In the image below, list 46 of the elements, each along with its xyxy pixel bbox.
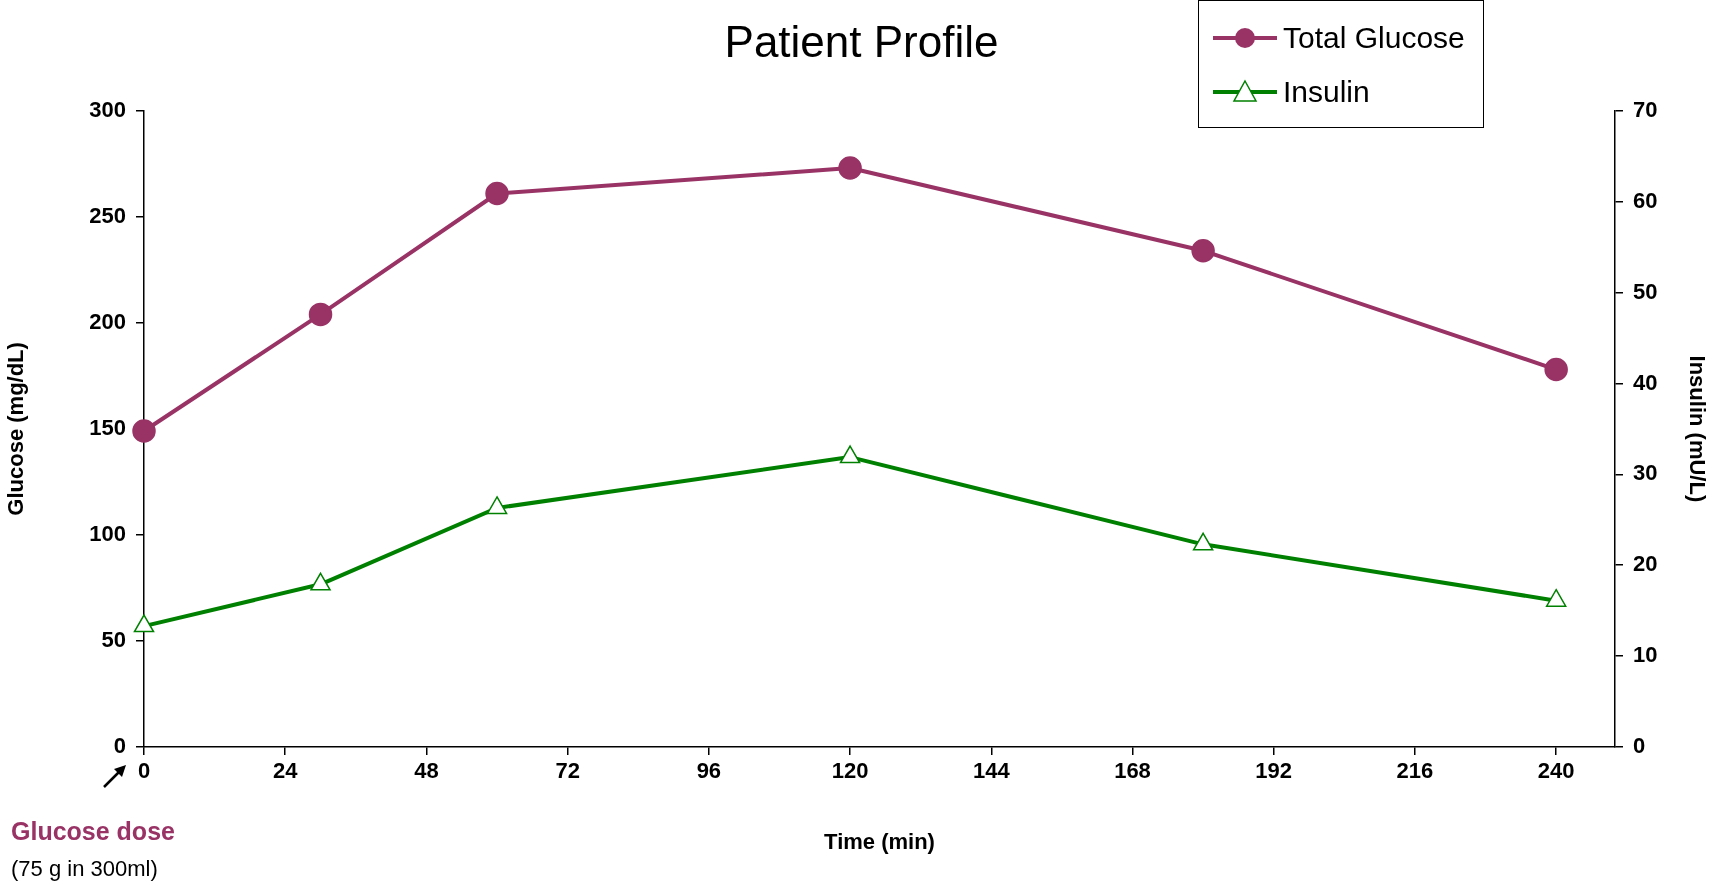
y-tick-label: 250 — [89, 202, 126, 228]
y-axis-title: Glucose (mg/dL) — [3, 342, 29, 516]
x-tick-label: 72 — [555, 758, 580, 784]
point — [132, 419, 156, 443]
y2-axis-title: Insulin (mU/L) — [1684, 355, 1710, 503]
x-tick-label: 240 — [1537, 758, 1575, 784]
y-tick-label: 0 — [113, 733, 126, 759]
legend-label: Insulin — [1283, 75, 1370, 109]
x-tick-label: 120 — [831, 758, 869, 784]
point — [1544, 357, 1568, 382]
point — [133, 614, 155, 633]
text: (75 g in 300ml) — [11, 856, 158, 882]
point — [308, 302, 333, 327]
y2-tick-label: 0 — [1633, 733, 1646, 759]
x-tick-label: 24 — [272, 758, 299, 784]
x-tick-label: 0 — [137, 758, 151, 784]
y-tick-label: 300 — [89, 96, 126, 122]
y2-tick-label: 20 — [1633, 551, 1658, 577]
x-axis-title: Time (min) — [824, 828, 935, 854]
x-tick-label: 48 — [414, 758, 439, 784]
y2-tick-label: 10 — [1633, 642, 1658, 668]
point — [486, 496, 508, 515]
x-tick-label: 96 — [696, 758, 722, 784]
y2-tick-label: 70 — [1633, 96, 1658, 122]
y-tick-label: 100 — [89, 521, 126, 546]
point — [838, 156, 862, 180]
y2-tick-label: 60 — [1633, 187, 1658, 213]
point — [485, 181, 509, 206]
y2-tick-label: 30 — [1633, 460, 1658, 486]
point — [1192, 532, 1214, 551]
y-tick-label: 200 — [89, 308, 126, 334]
point — [839, 445, 861, 464]
chart-title: Patient Profile — [724, 16, 999, 66]
text: Glucose dose — [11, 817, 175, 846]
point — [1545, 588, 1567, 607]
x-tick-label: 192 — [1255, 758, 1293, 784]
x-tick-label: 216 — [1396, 758, 1434, 784]
y2-tick-label: 50 — [1633, 278, 1658, 304]
x-tick-label: 144 — [972, 758, 1011, 784]
point — [310, 572, 331, 591]
x-tick-label: 168 — [1114, 758, 1151, 784]
legend-label: Total Glucose — [1283, 21, 1465, 55]
y2-tick-label: 40 — [1633, 369, 1658, 395]
y-tick-label: 50 — [101, 627, 126, 653]
y-tick-label: 150 — [89, 414, 126, 440]
point — [1191, 239, 1215, 263]
